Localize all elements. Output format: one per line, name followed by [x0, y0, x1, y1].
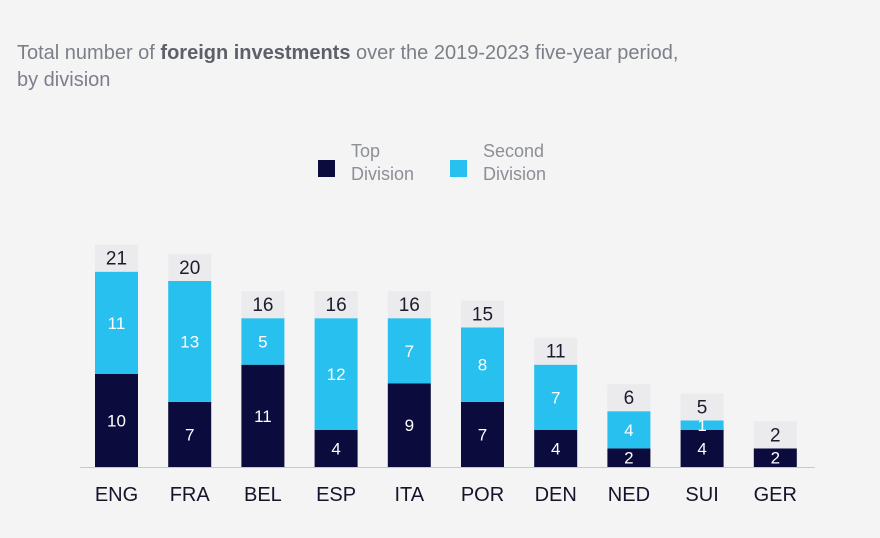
total-label-box-eng — [95, 244, 138, 272]
legend-swatch-second-division — [450, 160, 467, 177]
bar-value-ger-top-division: 2 — [771, 449, 780, 468]
bar-value-ned-second-division: 4 — [624, 421, 633, 440]
chart-title: Total number of foreign investments over… — [17, 42, 679, 91]
bar-value-bel-second-division: 5 — [258, 332, 267, 351]
bar-value-ita-top-division: 9 — [405, 416, 414, 435]
bar-sui-top-division — [680, 429, 724, 467]
bar-ned-second-division — [607, 411, 651, 449]
bar-value-eng-second-division: 11 — [108, 314, 126, 333]
bar-den-top-division — [534, 429, 578, 467]
bar-por-top-division — [461, 401, 504, 467]
bar-value-den-second-division: 7 — [551, 388, 560, 407]
total-label-ned: 6 — [624, 388, 635, 409]
bar-value-por-second-division: 8 — [478, 356, 487, 375]
legend-item-top-division: Top Division — [318, 140, 414, 186]
bar-eng-top-division — [95, 374, 138, 467]
total-label-box-ned — [607, 384, 651, 412]
bar-esp-second-division — [314, 318, 358, 430]
category-label-por: POR — [461, 484, 504, 506]
category-label-ned: NED — [608, 484, 650, 506]
total-label-box-ger — [753, 421, 797, 449]
bar-ger-top-division — [753, 448, 797, 467]
total-label-ita: 16 — [399, 295, 420, 316]
bar-fra-top-division — [168, 401, 212, 467]
category-label-fra: FRA — [170, 484, 211, 506]
bar-value-por-top-division: 7 — [478, 425, 487, 444]
total-label-eng: 21 — [106, 249, 127, 270]
category-label-eng: ENG — [95, 484, 138, 506]
bar-value-fra-top-division: 7 — [185, 425, 194, 444]
bar-ned-top-division — [607, 448, 651, 467]
bar-value-den-top-division: 4 — [551, 439, 560, 458]
total-label-ger: 2 — [770, 425, 781, 446]
legend-label-line1: Top — [351, 141, 381, 161]
bar-value-sui-second-division: 1 — [697, 416, 706, 435]
bar-ita-top-division — [387, 383, 431, 467]
total-label-den: 11 — [546, 342, 566, 363]
legend-swatch-top-division — [318, 160, 335, 177]
total-label-box-sui — [680, 393, 724, 421]
chart-title-bold: foreign investments — [160, 42, 351, 64]
category-label-ita: ITA — [394, 484, 424, 506]
bar-por-second-division — [461, 327, 504, 402]
bar-esp-top-division — [314, 429, 358, 467]
legend-label-line1: Second — [483, 141, 545, 161]
legend-label-line2: Division — [351, 164, 415, 184]
bar-value-esp-second-division: 12 — [327, 365, 346, 384]
category-label-den: DEN — [535, 484, 577, 506]
total-label-box-fra — [168, 254, 212, 281]
total-label-esp: 16 — [326, 295, 347, 316]
bar-value-bel-top-division: 11 — [254, 407, 272, 426]
bar-value-eng-top-division: 10 — [107, 412, 126, 431]
category-label-ger: GER — [754, 484, 797, 506]
category-label-sui: SUI — [685, 484, 718, 506]
bar-fra-second-division — [168, 281, 212, 402]
chart-subtitle: by division — [17, 69, 111, 91]
bar-value-fra-second-division: 13 — [180, 332, 199, 351]
bar-den-second-division — [534, 364, 578, 430]
total-label-sui: 5 — [697, 398, 708, 419]
bar-bel-top-division — [241, 364, 285, 467]
bar-value-sui-top-division: 4 — [697, 439, 706, 458]
total-label-box-por — [461, 300, 504, 328]
legend-label-line2: Division — [483, 164, 547, 184]
total-label-box-esp — [314, 291, 358, 319]
total-label-por: 15 — [472, 305, 493, 326]
total-label-bel: 16 — [252, 295, 273, 316]
category-label-esp: ESP — [316, 484, 356, 506]
total-label-fra: 20 — [179, 258, 200, 279]
legend-item-second-division: Second Division — [450, 140, 546, 186]
bar-ita-second-division — [387, 318, 431, 384]
total-label-box-den — [534, 337, 578, 365]
total-label-box-ita — [387, 291, 431, 319]
bar-sui-second-division — [680, 420, 724, 430]
bar-value-ned-top-division: 2 — [624, 449, 633, 468]
bar-eng-second-division — [95, 271, 138, 374]
bar-value-ita-second-division: 7 — [405, 342, 414, 361]
bar-bel-second-division — [241, 318, 285, 365]
category-label-bel: BEL — [244, 484, 282, 506]
total-label-box-bel — [241, 291, 285, 319]
bar-value-esp-top-division: 4 — [331, 439, 340, 458]
